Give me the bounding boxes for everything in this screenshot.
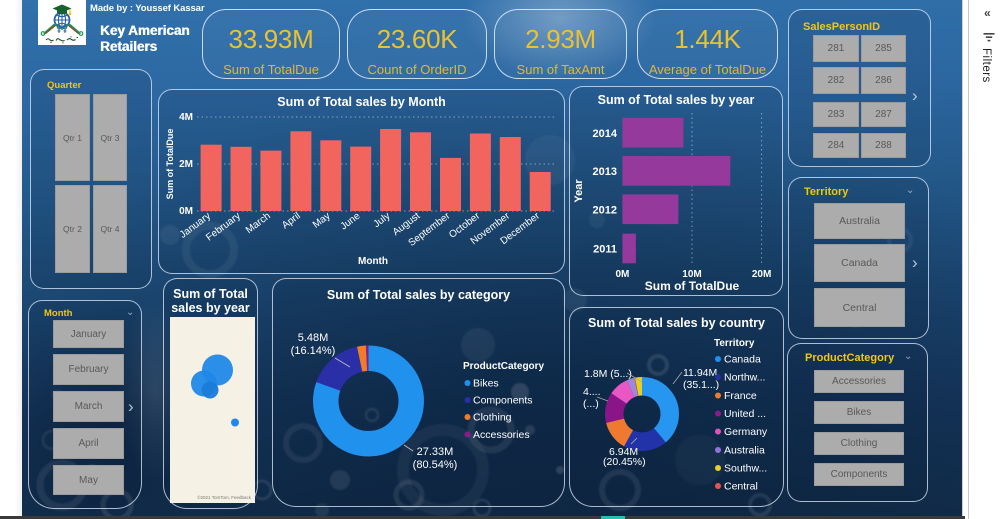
svg-text:2M: 2M bbox=[179, 159, 193, 170]
svg-text:Sum of TotalDue: Sum of TotalDue bbox=[645, 279, 740, 293]
svg-text:Territory: Territory bbox=[714, 338, 755, 349]
svg-text:Canada: Canada bbox=[724, 354, 761, 366]
svg-text:Accessories: Accessories bbox=[473, 429, 530, 441]
svg-text:6.94M: 6.94M bbox=[609, 446, 638, 458]
svg-text:2014: 2014 bbox=[593, 128, 618, 140]
svg-text:Germany: Germany bbox=[724, 426, 768, 438]
svg-text:0M: 0M bbox=[179, 206, 193, 217]
svg-text:Southw...: Southw... bbox=[724, 463, 767, 475]
svg-text:(80.54%): (80.54%) bbox=[413, 459, 458, 471]
svg-text:Central: Central bbox=[724, 481, 758, 493]
svg-text:11.94M: 11.94M bbox=[683, 367, 717, 379]
svg-text:(35.1...): (35.1...) bbox=[683, 379, 719, 391]
svg-text:2012: 2012 bbox=[593, 204, 617, 216]
svg-text:4....: 4.... bbox=[583, 386, 601, 398]
svg-text:27.33M: 27.33M bbox=[417, 446, 454, 458]
svg-text:4M: 4M bbox=[179, 112, 193, 123]
svg-text:Bikes: Bikes bbox=[473, 378, 499, 390]
svg-text:20M: 20M bbox=[752, 269, 771, 280]
svg-text:March: March bbox=[244, 211, 273, 237]
svg-text:Clothing: Clothing bbox=[473, 412, 512, 424]
svg-text:Sum of TotalDue: Sum of TotalDue bbox=[165, 129, 175, 200]
svg-text:United ...: United ... bbox=[724, 408, 766, 420]
svg-text:1.8M (5...): 1.8M (5...) bbox=[584, 368, 632, 380]
svg-text:April: April bbox=[280, 211, 303, 232]
svg-text:0M: 0M bbox=[615, 269, 629, 280]
svg-text:Year: Year bbox=[573, 179, 585, 203]
svg-text:(20.45%): (20.45%) bbox=[603, 456, 646, 468]
svg-text:May: May bbox=[311, 211, 333, 231]
svg-text:Northw...: Northw... bbox=[724, 372, 765, 384]
svg-text:2011: 2011 bbox=[593, 244, 617, 256]
svg-text:France: France bbox=[724, 390, 757, 402]
svg-text:June: June bbox=[339, 210, 363, 232]
svg-text:July: July bbox=[372, 211, 393, 230]
svg-text:2013: 2013 bbox=[593, 166, 617, 178]
svg-text:(...): (...) bbox=[583, 398, 599, 410]
svg-text:Australia: Australia bbox=[724, 445, 765, 457]
svg-text:10M: 10M bbox=[682, 269, 701, 280]
svg-text:Components: Components bbox=[473, 395, 533, 407]
svg-text:5.48M: 5.48M bbox=[298, 332, 329, 344]
svg-text:Month: Month bbox=[358, 256, 388, 267]
svg-text:February: February bbox=[204, 211, 243, 244]
svg-text:ProductCategory: ProductCategory bbox=[463, 361, 545, 372]
svg-text:(16.14%): (16.14%) bbox=[291, 345, 336, 357]
svg-text:©2021 TomTom, Feedback: ©2021 TomTom, Feedback bbox=[197, 494, 252, 500]
